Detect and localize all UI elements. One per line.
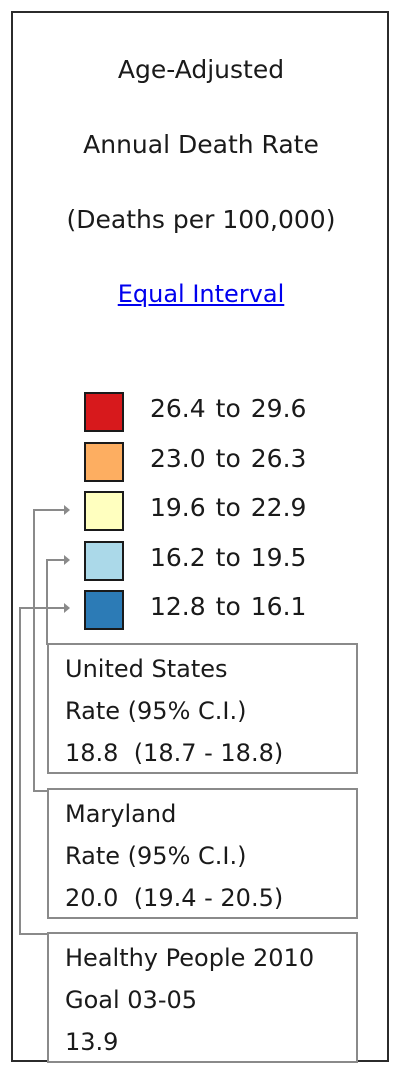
- box-value: 18.8 (18.7 - 18.8): [65, 739, 284, 767]
- healthy-people-connector: [19, 607, 64, 935]
- equal-interval-link[interactable]: Equal Interval: [117, 280, 285, 308]
- legend-title-line-2: Annual Death Rate: [83, 130, 319, 159]
- healthy-people-goal-box: Healthy People 2010 Goal 03-05 13.9: [47, 932, 358, 1063]
- color-swatch: [84, 392, 124, 432]
- color-swatch: [84, 442, 124, 482]
- united-states-rate-box: United States Rate (95% C.I.) 18.8 (18.7…: [47, 643, 358, 774]
- color-swatch: [84, 590, 124, 630]
- box-value: 13.9: [65, 1028, 119, 1056]
- box-title: United States: [65, 655, 228, 683]
- class-range: 16.2 to 19.5: [150, 543, 307, 572]
- box-title: Healthy People 2010: [65, 944, 315, 972]
- class-range: 12.8 to 16.1: [150, 592, 307, 621]
- box-value: 20.0 (19.4 - 20.5): [65, 884, 284, 912]
- box-label: Rate (95% C.I.): [65, 697, 247, 725]
- arrow-icon: [64, 505, 70, 515]
- class-range: 23.0 to 26.3: [150, 444, 307, 473]
- box-label: Goal 03-05: [65, 986, 198, 1014]
- maryland-connector: [33, 509, 64, 792]
- box-label: Rate (95% C.I.): [65, 842, 247, 870]
- color-swatch: [84, 541, 124, 581]
- legend-title-line-3: (Deaths per 100,000): [66, 205, 336, 234]
- color-swatch: [84, 491, 124, 531]
- arrow-icon: [64, 555, 70, 565]
- class-range: 19.6 to 22.9: [150, 493, 307, 522]
- classification-method: Equal Interval: [0, 280, 402, 308]
- class-range: 26.4 to 29.6: [150, 394, 307, 423]
- box-title: Maryland: [65, 800, 177, 828]
- united-states-connector: [46, 559, 64, 645]
- maryland-rate-box: Maryland Rate (95% C.I.) 20.0 (19.4 - 20…: [47, 788, 358, 919]
- arrow-icon: [64, 603, 70, 613]
- legend-title-line-1: Age-Adjusted: [117, 55, 285, 84]
